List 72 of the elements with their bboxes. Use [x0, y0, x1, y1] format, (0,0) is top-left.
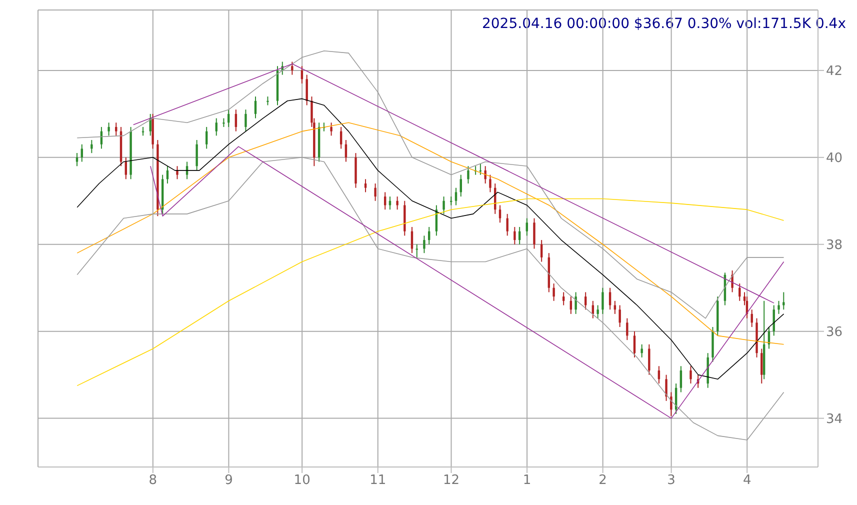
candlestick [640, 344, 643, 358]
candlestick [396, 196, 398, 210]
line-series [76, 122, 784, 345]
candlestick [540, 240, 543, 262]
candlestick [680, 366, 682, 393]
candlestick [234, 109, 238, 132]
candlestick [460, 174, 462, 198]
line-series [76, 157, 784, 440]
candlestick [690, 366, 692, 384]
candlestick [364, 178, 367, 193]
candlestick [423, 235, 426, 254]
candlestick [244, 109, 247, 132]
x-tick-label: 10 [294, 473, 310, 488]
y-tick-label: 38 [826, 238, 843, 253]
candlestick [618, 304, 621, 328]
candlestick [467, 166, 470, 184]
candlestick [596, 304, 599, 319]
y-tick-label: 34 [826, 412, 843, 427]
candlestick [526, 218, 528, 236]
candlestick [374, 182, 376, 202]
candlestick [215, 118, 218, 136]
x-tick-label: 8 [148, 473, 158, 488]
line-series [76, 198, 784, 386]
x-tick-label: 4 [742, 473, 752, 488]
candlestick [291, 61, 294, 76]
candlestick [498, 204, 502, 224]
candlestick [778, 300, 780, 314]
candlestick [80, 144, 83, 162]
candlestick [626, 318, 628, 341]
candlestick [552, 283, 555, 302]
candlestick [484, 166, 486, 184]
candlestick [115, 122, 118, 136]
candlestick [442, 196, 445, 214]
candlestick [489, 174, 492, 193]
x-tick-label: 12 [442, 473, 460, 488]
candlestick [344, 140, 348, 162]
candlestick [330, 122, 332, 136]
candlestick [670, 392, 672, 417]
y-tick-label: 36 [826, 324, 843, 340]
candlestick [506, 213, 508, 236]
candlestick [633, 330, 636, 358]
y-tick-label: 40 [826, 151, 843, 166]
x-tick-label: 11 [370, 473, 386, 488]
candlestick [306, 74, 308, 106]
y-tick-label: 42 [826, 64, 843, 80]
candlestick [254, 96, 257, 119]
candlestick [514, 226, 516, 245]
candlestick [454, 187, 458, 206]
x-tick-label: 1 [522, 473, 532, 488]
candlestick [562, 292, 565, 306]
candlestick [76, 152, 78, 167]
candlestick [108, 122, 110, 136]
x-tick-label: 9 [224, 473, 233, 488]
candlestick [574, 292, 577, 314]
candlestick [124, 156, 128, 180]
x-tick-label: 3 [667, 473, 676, 488]
candlestick [205, 126, 208, 150]
candlestick [602, 287, 604, 314]
x-tick-label: 2 [598, 473, 607, 488]
candlestick [340, 126, 342, 150]
line-series [76, 50, 784, 319]
candlestick [665, 374, 668, 402]
candlestick [648, 344, 650, 376]
candlestick [608, 287, 612, 310]
candlestick [90, 140, 93, 154]
candlestick [196, 140, 198, 171]
candlestick [176, 166, 178, 180]
candlestick [533, 218, 536, 250]
candlestick [592, 300, 594, 319]
candlestick [760, 348, 763, 384]
line-series [76, 98, 784, 380]
candlestick [614, 300, 616, 314]
